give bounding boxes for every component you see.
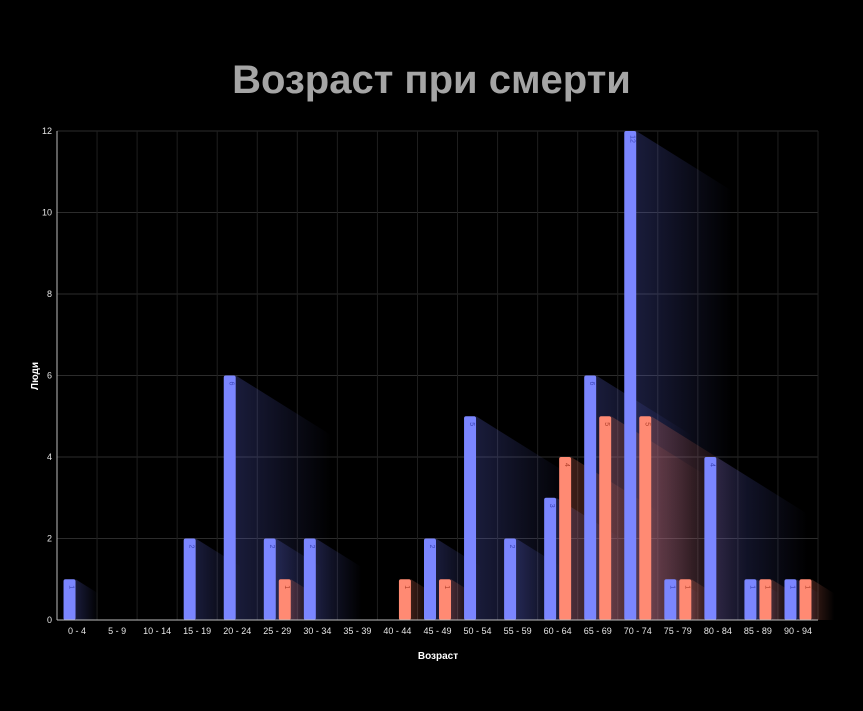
x-tick-label: 15 - 19	[183, 626, 211, 636]
bar-shadow	[811, 579, 835, 620]
bar-shadow	[75, 579, 99, 620]
bar	[398, 579, 411, 620]
x-tick-label: 80 - 84	[704, 626, 732, 636]
x-tick-label: 40 - 44	[383, 626, 411, 636]
bar-value-label: 6	[228, 382, 235, 386]
bar	[464, 416, 477, 620]
x-tick-label: 85 - 89	[744, 626, 772, 636]
y-tick-label: 12	[42, 126, 52, 136]
bar	[664, 579, 677, 620]
bar	[704, 457, 717, 620]
x-tick-label: 50 - 54	[464, 626, 492, 636]
bar	[424, 538, 436, 620]
bar-value-label: 3	[548, 504, 555, 508]
bar-value-label: 5	[603, 422, 610, 426]
bar	[504, 538, 517, 620]
bar-value-label: 2	[308, 545, 315, 549]
bar	[799, 579, 812, 620]
bar-shadow	[315, 538, 362, 620]
x-tick-label: 20 - 24	[223, 626, 251, 636]
bar-value-label: 1	[683, 585, 690, 589]
x-tick-label: 65 - 69	[584, 626, 612, 636]
bar-value-label: 2	[268, 545, 275, 549]
x-tick-label: 90 - 94	[784, 626, 812, 636]
bar-value-label: 6	[588, 382, 595, 386]
bar-value-label: 1	[443, 585, 450, 589]
bar	[599, 416, 612, 620]
bar-value-label: 4	[708, 463, 715, 467]
bar-value-label: 1	[403, 585, 410, 589]
chart-title: Возраст при смерти	[232, 58, 631, 102]
x-tick-label: 30 - 34	[303, 626, 331, 636]
x-tick-label: 25 - 29	[263, 626, 291, 636]
y-tick-label: 0	[47, 615, 52, 625]
x-tick-label: 55 - 59	[504, 626, 532, 636]
x-tick-label: 0 - 4	[68, 626, 86, 636]
bar-value-label: 1	[283, 585, 290, 589]
bar-value-label: 5	[643, 422, 650, 426]
x-tick-label: 10 - 14	[143, 626, 171, 636]
bar-value-label: 12	[628, 135, 635, 143]
bar-value-label: 1	[68, 585, 75, 589]
x-tick-label: 75 - 79	[664, 626, 692, 636]
x-tick-label: 5 - 9	[108, 626, 126, 636]
y-tick-label: 6	[47, 371, 52, 381]
x-axis-label: Возраст	[418, 651, 458, 662]
bar-value-label: 1	[803, 585, 810, 589]
bar-value-label: 1	[668, 585, 675, 589]
bar-value-label: 1	[748, 585, 755, 589]
y-axis-label: Люди	[30, 362, 41, 390]
bar	[584, 375, 597, 620]
bar	[63, 579, 76, 620]
x-tick-label: 70 - 74	[624, 626, 652, 636]
bar	[263, 538, 276, 620]
y-tick-label: 10	[42, 208, 52, 218]
y-tick-label: 8	[47, 289, 52, 299]
x-tick-label: 45 - 49	[423, 626, 451, 636]
bar	[544, 497, 557, 620]
bar	[679, 579, 692, 620]
y-tick-label: 4	[47, 452, 52, 462]
bar	[639, 416, 652, 620]
bar	[559, 457, 572, 620]
y-tick-label: 2	[47, 534, 52, 544]
bar-value-label: 5	[468, 422, 475, 426]
bar	[223, 375, 236, 620]
bar-value-label: 2	[428, 545, 435, 549]
bar-value-label: 2	[508, 545, 515, 549]
bar	[624, 131, 637, 620]
bar	[439, 579, 451, 620]
bar-value-label: 4	[563, 463, 570, 467]
bar-value-label: 1	[763, 585, 770, 589]
bar	[183, 538, 196, 620]
bar	[303, 538, 316, 620]
bar	[784, 579, 797, 620]
bar-value-label: 1	[788, 585, 795, 589]
bar	[278, 579, 291, 620]
bar	[744, 579, 757, 620]
bar-value-label: 2	[188, 545, 195, 549]
x-tick-label: 35 - 39	[343, 626, 371, 636]
bar	[759, 579, 772, 620]
bar-shadow	[651, 416, 748, 620]
x-tick-label: 60 - 64	[544, 626, 572, 636]
